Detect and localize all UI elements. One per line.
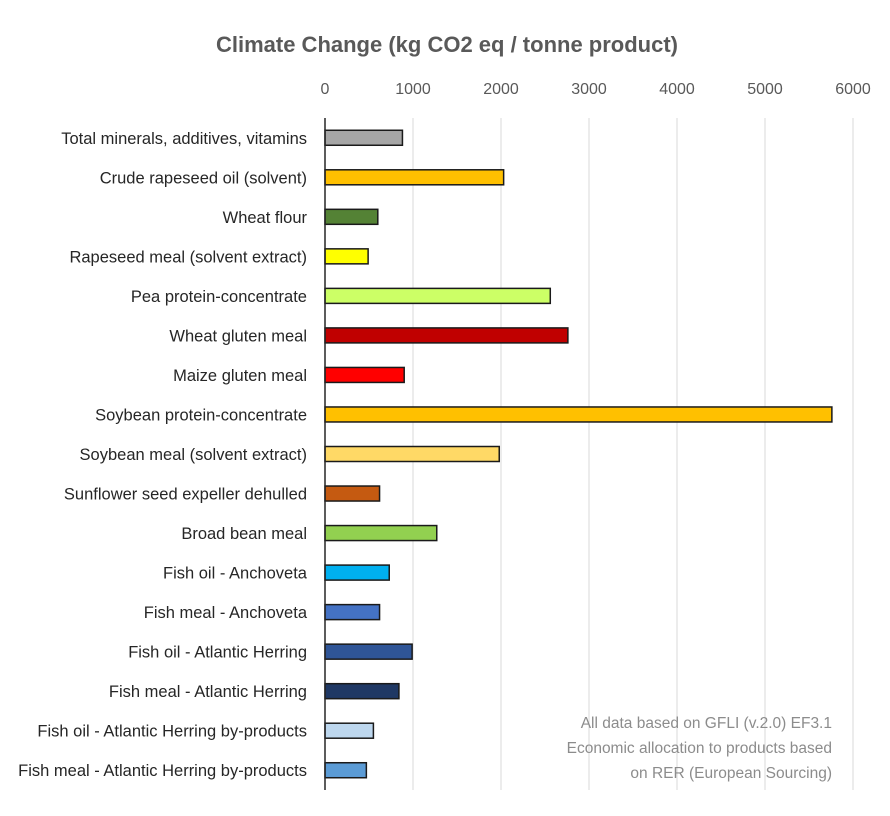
bar-8	[324, 406, 833, 423]
category-label-10: Sunflower seed expeller dehulled	[64, 486, 307, 504]
x-tick-label-2000: 2000	[483, 81, 519, 98]
x-tick-label-3000: 3000	[571, 81, 607, 98]
category-label-13: Fish meal - Anchoveta	[144, 604, 308, 622]
x-tick-label-1000: 1000	[395, 81, 431, 98]
bar-16	[324, 722, 375, 739]
category-label-9: Soybean meal (solvent extract)	[80, 446, 307, 464]
source-note-line-2: Economic allocation to products based	[567, 740, 832, 757]
chart-title: Climate Change (kg CO2 eq / tonne produc…	[216, 32, 678, 57]
category-label-7: Maize gluten meal	[173, 367, 307, 385]
category-label-17: Fish meal - Atlantic Herring by-products	[18, 762, 307, 780]
category-label-12: Fish oil - Anchoveta	[163, 565, 308, 583]
bar-1	[324, 129, 404, 147]
source-note-line-1: All data based on GFLI (v.2.0) EF3.1	[581, 715, 832, 732]
x-tick-label-0: 0	[321, 81, 330, 98]
bar-3	[324, 208, 379, 226]
category-label-6: Wheat gluten meal	[169, 327, 307, 345]
bar-10	[324, 485, 381, 502]
category-label-2: Crude rapeseed oil (solvent)	[100, 169, 307, 187]
bar-4	[324, 248, 369, 265]
bars	[324, 129, 833, 779]
bar-11	[324, 524, 438, 542]
bar-17	[324, 761, 368, 779]
category-label-1: Total minerals, additives, vitamins	[61, 130, 307, 148]
category-label-15: Fish meal - Atlantic Herring	[109, 683, 307, 701]
source-note: All data based on GFLI (v.2.0) EF3.1 Eco…	[567, 715, 832, 782]
bar-13	[324, 603, 381, 621]
category-label-5: Pea protein-concentrate	[131, 288, 307, 306]
x-axis-ticks: 0 1000 2000 3000 4000 5000 6000	[321, 81, 871, 98]
bar-14	[324, 643, 413, 660]
bar-15	[324, 682, 400, 700]
source-note-line-3: on RER (European Sourcing)	[630, 765, 832, 782]
category-label-14: Fish oil - Atlantic Herring	[128, 644, 307, 662]
bar-2	[324, 169, 505, 186]
category-label-16: Fish oil - Atlantic Herring by-products	[37, 723, 307, 741]
category-label-8: Soybean protein-concentrate	[95, 406, 307, 424]
bar-12	[324, 564, 390, 581]
category-label-3: Wheat flour	[223, 209, 308, 227]
bar-7	[324, 366, 405, 384]
bar-5	[324, 287, 552, 305]
bar-6	[324, 327, 569, 344]
x-tick-label-5000: 5000	[747, 81, 783, 98]
gridlines	[412, 118, 854, 790]
category-label-11: Broad bean meal	[181, 525, 307, 543]
x-tick-label-6000: 6000	[835, 81, 871, 98]
x-tick-label-4000: 4000	[659, 81, 695, 98]
bar-9	[324, 445, 500, 463]
category-label-4: Rapeseed meal (solvent extract)	[69, 248, 307, 266]
category-labels: Total minerals, additives, vitamins Crude…	[18, 130, 308, 780]
